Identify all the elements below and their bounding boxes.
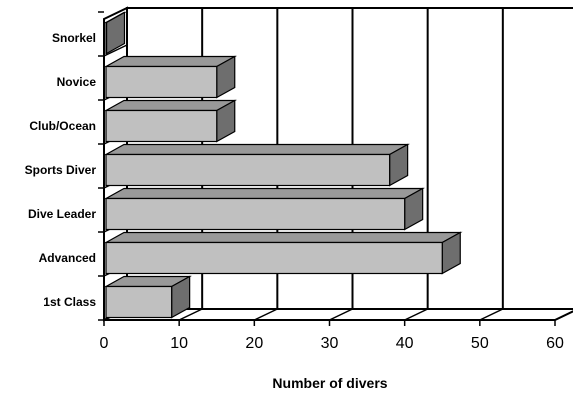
bar-top-face — [103, 231, 463, 244]
bar-front-face — [105, 153, 391, 187]
bar-front-face — [105, 21, 108, 55]
category-label: 1st Class — [43, 295, 96, 309]
category-label: Novice — [57, 75, 97, 89]
side-wall-gridline — [103, 44, 128, 57]
x-tick-label: 20 — [245, 335, 263, 352]
category-label: Club/Ocean — [29, 119, 96, 133]
category-label: Dive Leader — [28, 207, 96, 221]
floor-gridline — [404, 308, 428, 321]
bar-front-face — [105, 65, 218, 99]
bar — [103, 11, 127, 55]
bar-top-face — [103, 143, 410, 156]
bar — [103, 55, 238, 99]
bar — [103, 231, 463, 275]
floor-gridline — [554, 310, 573, 321]
bar — [103, 143, 410, 187]
bar — [103, 275, 192, 319]
bar — [103, 187, 425, 231]
category-label: Advanced — [39, 251, 96, 265]
x-tick-label: 0 — [100, 335, 109, 352]
category-label: Snorkel — [52, 31, 96, 45]
x-tick-label: 30 — [321, 335, 339, 352]
x-tick-label: 40 — [396, 335, 414, 352]
bar-front-face — [105, 109, 218, 143]
floor-gridline — [178, 308, 203, 321]
x-tick-labels: 0 10 20 30 40 50 60 — [100, 335, 564, 352]
x-tick-label: 50 — [471, 335, 489, 352]
bar-front-face — [105, 197, 406, 231]
category-labels: Snorkel Novice Club/Ocean Sports Diver Dive … — [25, 31, 97, 309]
bar-top-face — [103, 187, 425, 200]
category-label: Sports Diver — [25, 163, 97, 177]
x-tick-label: 10 — [170, 335, 188, 352]
bar-front-face — [105, 285, 173, 319]
bar-front-face — [105, 241, 443, 275]
x-tick-label: 60 — [546, 335, 564, 352]
bar — [103, 99, 238, 143]
bar-series — [103, 11, 463, 319]
floor-gridline — [254, 308, 278, 321]
bar-top-face — [103, 55, 238, 68]
bar-top-face — [103, 99, 238, 112]
floor-gridline — [329, 308, 353, 321]
x-axis-title: Number of divers — [272, 375, 387, 391]
floor-gridline — [479, 308, 504, 321]
